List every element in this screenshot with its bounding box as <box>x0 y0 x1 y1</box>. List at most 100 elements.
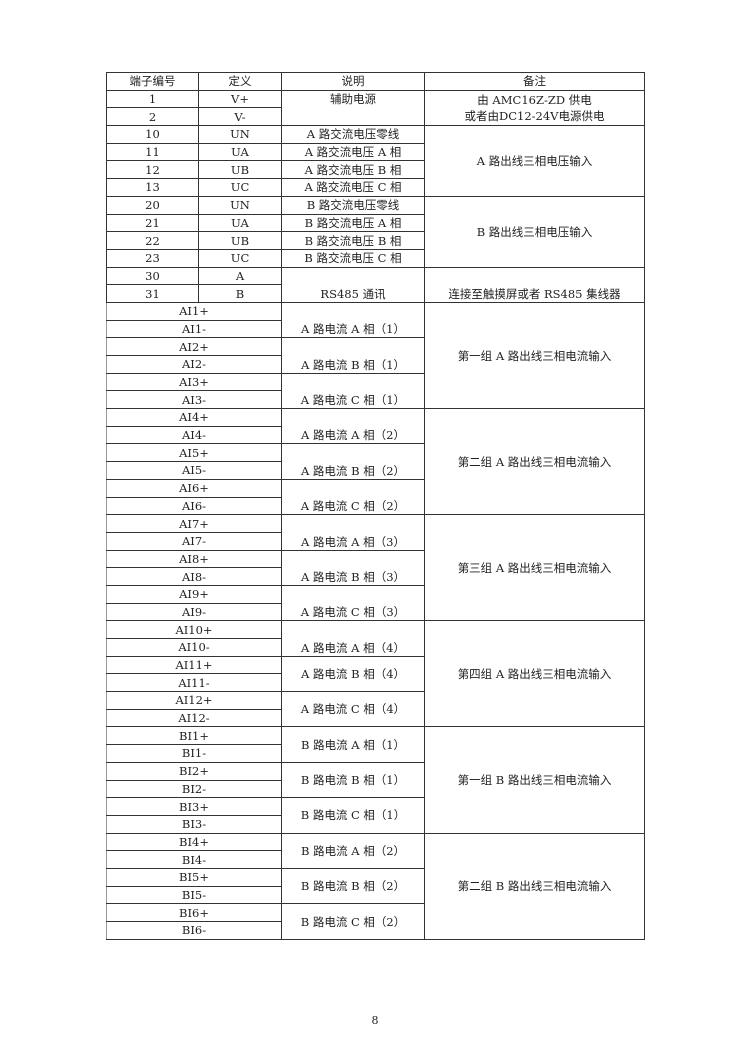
header-remark: 备注 <box>424 72 645 91</box>
terminal-no: AI9- <box>106 602 282 622</box>
terminal-no: AI7+ <box>106 514 282 533</box>
terminal-description: A 路交流电压 B 相 <box>281 160 425 180</box>
terminal-no: AI5+ <box>106 443 282 463</box>
terminal-description: A 路电流 B 相（2） <box>281 443 425 480</box>
terminal-description: B 路电流 B 相（2） <box>281 867 425 905</box>
terminal-no: 31 <box>106 284 199 303</box>
terminal-no: BI1- <box>106 744 282 763</box>
remark-line: 由 AMC16Z-ZD 供电 <box>477 92 592 107</box>
terminal-description: A 路电流 B 相（3） <box>281 549 425 586</box>
terminal-remark: 第二组 A 路出线三相电流输入 <box>424 408 645 516</box>
terminal-definition: A <box>198 266 282 286</box>
terminal-definition: UA <box>198 213 282 233</box>
terminal-no: BI6- <box>106 921 282 940</box>
terminal-description: B 路交流电压 C 相 <box>281 248 425 268</box>
header-terminal-no: 端子编号 <box>106 72 199 91</box>
terminal-description: B 路交流电压 A 相 <box>281 213 425 233</box>
terminal-no: AI4+ <box>106 408 282 427</box>
terminal-no: BI2+ <box>106 761 282 781</box>
table-row: 31 B <box>106 284 645 303</box>
terminal-definition: B <box>198 284 282 303</box>
terminal-no: 1 <box>106 89 199 109</box>
table-row: AI2+ A 路电流 B 相（1） <box>106 337 645 374</box>
terminal-description: RS485 通讯 <box>281 266 425 303</box>
terminal-no: BI5- <box>106 885 282 905</box>
table-row: AI10+ A 路电流 A 相（4） 第四组 A 路出线三相电流输入 <box>106 620 645 728</box>
terminal-description: B 路交流电压零线 <box>281 195 425 215</box>
terminal-no: AI12- <box>106 708 282 728</box>
terminal-definition: UC <box>198 248 282 268</box>
terminal-no: 13 <box>106 178 199 197</box>
terminal-remark: 由 AMC16Z-ZD 供电 或者由DC12-24V电源供电 <box>424 89 645 127</box>
terminal-description: B 路电流 A 相（2） <box>281 832 425 869</box>
terminal-description: A 路交流电压 C 相 <box>281 178 425 197</box>
table-row: AI12+ A 路电流 C 相（4） <box>106 691 645 728</box>
table-row: 23 UC B 路交流电压 C 相 <box>106 248 645 268</box>
terminal-description: A 路电流 C 相（3） <box>281 584 425 622</box>
terminal-no: AI2+ <box>106 337 282 356</box>
terminal-definition: UC <box>198 178 282 197</box>
table-row: 1 V+ 辅助电源由 AMC16Z-ZD 供电 或者由DC12-24V电源供电 <box>106 89 645 127</box>
terminal-no: BI3- <box>106 814 282 834</box>
terminal-no: AI1- <box>106 319 282 339</box>
terminal-no: 20 <box>106 195 199 215</box>
terminal-no: AI3+ <box>106 372 282 392</box>
terminal-remark: 连接至触摸屏或者 RS485 集线器 <box>424 266 645 303</box>
table-row: AI5+ A 路电流 B 相（2） <box>106 443 645 480</box>
terminal-definition: UN <box>198 125 282 144</box>
terminal-definition: V- <box>198 107 282 127</box>
terminal-description: A 路电流 A 相（2） <box>281 408 425 445</box>
terminal-no: 12 <box>106 160 199 180</box>
terminal-definition: UB <box>198 231 282 250</box>
terminal-no: BI1+ <box>106 726 282 746</box>
remark-line: 或者由DC12-24V电源供电 <box>464 108 605 123</box>
table-row: AI4+ A 路电流 A 相（2） 第二组 A 路出线三相电流输入 <box>106 408 645 516</box>
terminal-no: 10 <box>106 125 199 144</box>
terminal-description: B 路电流 B 相（1） <box>281 761 425 799</box>
terminal-definition: V+ <box>198 89 282 109</box>
table-row: BI4+ B 路电流 A 相（2） 第二组 B 路出线三相电流输入 <box>106 832 645 940</box>
header-definition: 定义 <box>198 72 282 91</box>
table-row: AI1- <box>106 319 645 339</box>
terminal-no: 2 <box>106 107 199 127</box>
terminal-no: AI6- <box>106 496 282 516</box>
table-row: 11 UA A 路交流电压 A 相 <box>106 142 645 162</box>
header-description: 说明 <box>281 72 425 91</box>
terminal-no: AI7- <box>106 531 282 551</box>
table-header-row: 端子编号 定义 说明 备注 <box>106 72 645 91</box>
table-row: BI6- <box>106 921 645 940</box>
table-row: 10 UN A 路交流电压零线 A 路出线三相电压输入 <box>106 125 645 197</box>
terminal-no: AI3- <box>106 390 282 410</box>
terminal-no: BI4- <box>106 850 282 869</box>
terminal-table: 端子编号 定义 说明 备注 1 V+ 辅助电源由 AMC16Z-ZD 供电 或者由DC… <box>106 72 645 940</box>
terminal-remark: 第二组 B 路出线三相电流输入 <box>424 832 645 940</box>
terminal-remark: 第四组 A 路出线三相电流输入 <box>424 620 645 728</box>
terminal-description: A 路交流电压零线 <box>281 125 425 144</box>
terminal-no: AI11+ <box>106 655 282 675</box>
terminal-no: AI8- <box>106 567 282 586</box>
terminal-description: A 路电流 A 相（3） <box>281 514 425 551</box>
terminal-no: AI8+ <box>106 549 282 569</box>
terminal-no: 21 <box>106 213 199 233</box>
table-body: 1 V+ 辅助电源由 AMC16Z-ZD 供电 或者由DC12-24V电源供电 2 V- 1… <box>106 89 645 940</box>
terminal-description: A 路电流 A 相（1） <box>281 301 425 339</box>
table-row: 2 V- <box>106 107 645 127</box>
terminal-remark: 第一组 B 路出线三相电流输入 <box>424 726 645 834</box>
terminal-description: A 路交流电压 A 相 <box>281 142 425 162</box>
terminal-description: A 路电流 A 相（4） <box>281 620 425 657</box>
table-row: AI9+ A 路电流 C 相（3） <box>106 584 645 622</box>
terminal-no: AI5- <box>106 461 282 480</box>
table-row: BI2+ B 路电流 B 相（1） <box>106 761 645 799</box>
terminal-no: AI1+ <box>106 301 282 321</box>
terminal-description: B 路电流 C 相（2） <box>281 903 425 940</box>
terminal-description: A 路电流 C 相（4） <box>281 691 425 728</box>
terminal-no: BI2- <box>106 779 282 799</box>
terminal-remark: 第一组 A 路出线三相电流输入 <box>424 301 645 410</box>
terminal-definition: UA <box>198 142 282 162</box>
terminal-no: AI10+ <box>106 620 282 639</box>
terminal-no: 22 <box>106 231 199 250</box>
terminal-no: AI12+ <box>106 691 282 710</box>
terminal-remark: A 路出线三相电压输入 <box>424 125 645 197</box>
terminal-no: AI9+ <box>106 584 282 604</box>
terminal-no: BI5+ <box>106 867 282 887</box>
